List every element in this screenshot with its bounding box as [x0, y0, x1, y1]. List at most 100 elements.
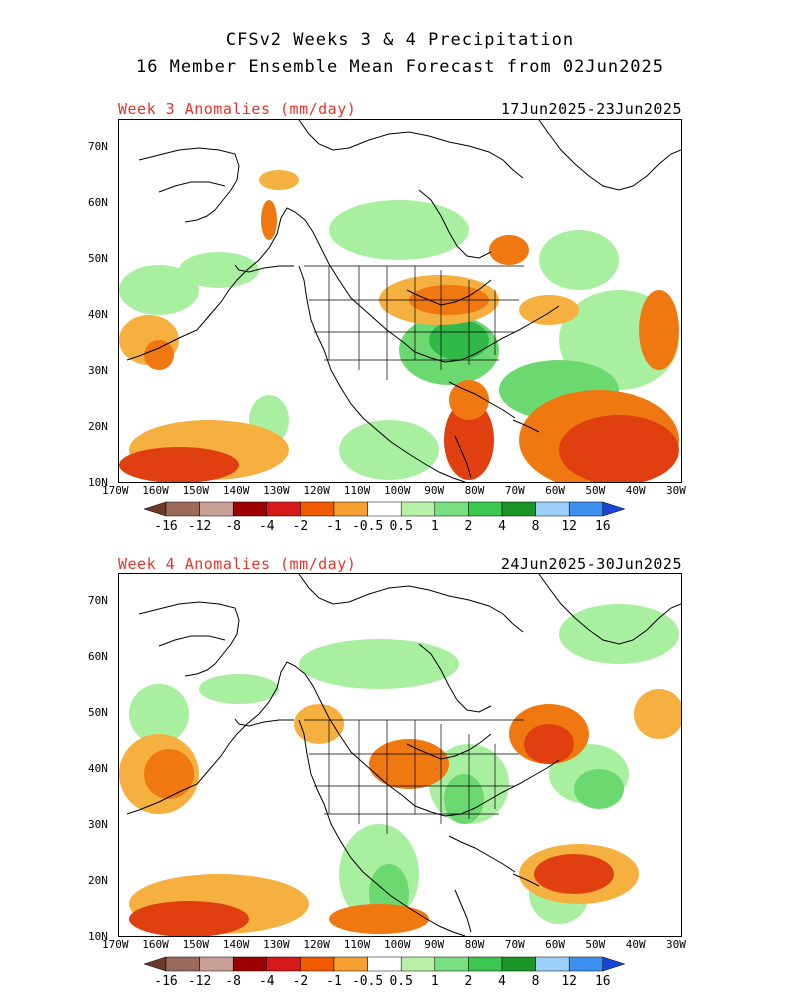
week3-colorbar-label: -2 — [293, 519, 309, 534]
week4-colorbar-segment — [400, 956, 436, 972]
lon-tick-label: 40W — [625, 938, 646, 951]
week3-colorbar-label: 8 — [532, 519, 540, 534]
week3-anomaly-region — [539, 230, 619, 290]
lon-tick-label: 60W — [545, 484, 566, 497]
week3-coastlines — [126, 120, 681, 482]
lat-tick-label: 70N — [88, 594, 108, 607]
week3-colorbar-segment — [165, 501, 200, 517]
week3-colorbar-segment — [266, 501, 301, 517]
week3-colorbar-label: 0.5 — [389, 519, 412, 534]
week3-colorbar-segment — [232, 501, 268, 517]
lat-tick-label: 10N — [88, 930, 108, 943]
week3-anomaly-region — [119, 447, 239, 482]
lon-tick-label: 50W — [585, 484, 606, 497]
week3-colorbar-segment — [501, 501, 536, 517]
week3-colorbar-label: -16 — [154, 519, 177, 534]
week3-colorbar-segment — [333, 501, 368, 517]
lon-tick-label: 40W — [625, 484, 646, 497]
week3-anomaly-region — [339, 420, 439, 480]
week3-anomaly-region — [444, 400, 494, 480]
week3-map-canvas — [119, 120, 681, 482]
week4-anomaly-region — [129, 684, 189, 744]
week4-colorbar: -16 -12 -8 -4 -2 -1 -0.5 0.5 1 2 4 8 12 16 — [143, 956, 626, 989]
week3-anomaly-region — [144, 340, 174, 370]
week3-anomaly-region — [519, 295, 579, 325]
week4-colorbar-segment — [232, 956, 268, 972]
week3-colorbar-label: -8 — [225, 519, 241, 534]
week4-anomaly-region — [634, 689, 681, 739]
week4-colorbar-label: 4 — [498, 974, 506, 989]
week4-colorbar-segment — [266, 956, 301, 972]
week4-date-range: 24Jun2025-30Jun2025 — [500, 555, 682, 573]
lat-tick-label: 70N — [88, 140, 108, 153]
week4-anomaly-map — [118, 573, 682, 937]
lat-tick-label: 60N — [88, 196, 108, 209]
week3-anomaly-region — [489, 235, 529, 265]
week4-anomaly-region — [534, 854, 614, 894]
week4-colorbar-label: 0.5 — [389, 974, 412, 989]
lon-tick-label: 90W — [424, 484, 445, 497]
lon-tick-label: 70W — [504, 938, 525, 951]
week4-colorbar-label: 8 — [532, 974, 540, 989]
week4-colorbar-segment — [333, 956, 368, 972]
lat-tick-label: 10N — [88, 476, 108, 489]
week3-anomaly-map — [118, 119, 682, 483]
week3-anomaly-region — [429, 320, 489, 360]
lon-tick-label: 120W — [303, 938, 330, 951]
week4-anomaly-region — [574, 769, 624, 809]
lat-tick-label: 30N — [88, 364, 108, 377]
week4-colorbar-segment — [434, 956, 469, 972]
lat-tick-label: 20N — [88, 420, 108, 433]
lon-tick-label: 160W — [142, 938, 169, 951]
lat-tick-label: 50N — [88, 252, 108, 265]
week4-state-borders — [304, 719, 524, 834]
week4-colorbar-label: 1 — [431, 974, 439, 989]
week3-colorbar-segment — [468, 501, 503, 517]
week3-colorbar: -16 -12 -8 -4 -2 -1 -0.5 0.5 1 2 4 8 12 16 — [143, 501, 626, 534]
figure-subtitle: 16 Member Ensemble Mean Forecast from 02… — [135, 57, 665, 77]
week4-panel-label: Week 4 Anomalies (mm/day) — [118, 555, 357, 573]
week4-anomaly-region — [369, 739, 449, 789]
lon-tick-label: 100W — [384, 938, 411, 951]
week3-colorbar-segment — [535, 501, 570, 517]
week3-anomaly-region — [261, 200, 277, 240]
lat-tick-label: 30N — [88, 818, 108, 831]
lon-tick-label: 100W — [384, 484, 411, 497]
week3-anomaly-region — [449, 380, 489, 420]
week4-anomaly-region — [559, 604, 679, 664]
week3-anomaly-region — [259, 170, 299, 190]
week4-colorbar-label: 16 — [595, 974, 611, 989]
week4-anomaly-region — [199, 674, 279, 704]
week4-anomaly-region — [524, 724, 574, 764]
lat-tick-label: 50N — [88, 706, 108, 719]
lon-tick-label: 150W — [182, 484, 210, 497]
week4-colorbar-label: -12 — [188, 974, 211, 989]
week4-colorbar-segment — [501, 956, 536, 972]
week3-colorbar-arrow-high — [602, 501, 626, 517]
week3-colorbar-label: 12 — [561, 519, 577, 534]
week4-colorbar-segment — [468, 956, 503, 972]
week4-colorbar-label: -4 — [259, 974, 275, 989]
week4-colorbar-segment — [165, 956, 200, 972]
week4-colorbar-arrow-low — [143, 956, 167, 972]
lon-tick-label: 170W — [102, 484, 129, 497]
lon-tick-label: 90W — [424, 938, 445, 951]
week3-colorbar-label: 2 — [464, 519, 472, 534]
week4-map-canvas — [119, 574, 681, 936]
lon-tick-label: 80W — [464, 938, 485, 951]
week4-anomaly-region — [329, 904, 429, 934]
week3-anomaly-region — [559, 415, 679, 482]
lon-tick-label: 50W — [585, 938, 606, 951]
figure-title: CFSv2 Weeks 3 & 4 Precipitation — [225, 30, 575, 50]
week4-anomaly-shading — [119, 604, 681, 936]
week3-colorbar-segment — [400, 501, 436, 517]
week3-anomaly-region — [639, 290, 679, 370]
lon-tick-label: 140W — [222, 484, 250, 497]
week3-colorbar-label: 1 — [431, 519, 439, 534]
week4-colorbar-segment — [535, 956, 570, 972]
week3-colorbar-label: -4 — [259, 519, 275, 534]
week3-colorbar-label: 16 — [595, 519, 611, 534]
week3-colorbar-label: 4 — [498, 519, 506, 534]
week4-colorbar-label: 12 — [561, 974, 577, 989]
week3-colorbar-label: -12 — [188, 519, 211, 534]
